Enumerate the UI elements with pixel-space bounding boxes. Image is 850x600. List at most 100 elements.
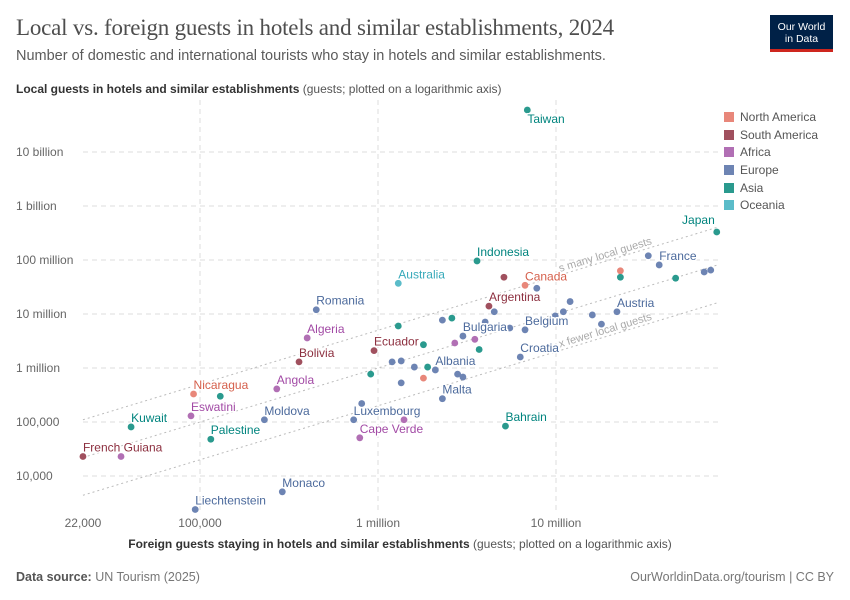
- legend-swatch: [724, 182, 734, 193]
- chart-subtitle: Number of domestic and international tou…: [16, 48, 606, 64]
- data-point: [448, 314, 456, 322]
- legend-item[interactable]: Europe: [724, 161, 818, 179]
- data-point: [707, 266, 715, 274]
- point-label: Australia: [398, 267, 445, 281]
- y-tick-label: 1 billion: [16, 199, 57, 213]
- y-axis-title: Local guests in hotels and similar estab…: [16, 82, 502, 96]
- data-point: [521, 326, 529, 334]
- data-point: [485, 302, 493, 310]
- data-point: [117, 453, 125, 460]
- data-point: [523, 106, 531, 114]
- y-tick-label: 100 million: [16, 253, 73, 267]
- data-point: [551, 312, 559, 320]
- legend-label: Oceania: [740, 198, 785, 213]
- point-label: Austria: [617, 296, 655, 310]
- point-label: Belgium: [525, 314, 568, 328]
- data-point: [451, 339, 459, 347]
- y-tick-label: 1 million: [16, 361, 60, 375]
- data-point: [278, 488, 286, 496]
- legend-label: North America: [740, 109, 817, 124]
- point-label: Bulgaria: [463, 320, 507, 334]
- x-axis-title: Foreign guests staying in hotels and sim…: [0, 537, 800, 551]
- reference-line-label: s many local guests: [557, 235, 653, 275]
- data-point: [454, 370, 461, 378]
- point-label: Croatia: [520, 341, 559, 355]
- data-point: [559, 308, 567, 316]
- data-point: [356, 434, 364, 442]
- data-point: [397, 379, 405, 387]
- data-point: [644, 252, 652, 260]
- owid-logo[interactable]: Our World in Data: [770, 15, 833, 52]
- source-label: Data source:: [16, 570, 92, 584]
- point-label: Kuwait: [131, 411, 168, 425]
- legend-item[interactable]: Asia: [724, 179, 818, 197]
- data-point: [303, 334, 311, 342]
- data-point: [613, 308, 621, 316]
- y-axis-note: (guests; plotted on a logarithmic axis): [302, 82, 502, 96]
- data-point: [506, 324, 514, 332]
- x-tick-label: 1 million: [356, 516, 400, 530]
- y-tick-label: 10 million: [16, 307, 67, 321]
- point-label: French Guiana: [83, 440, 163, 454]
- data-point: [431, 366, 439, 374]
- data-point: [588, 311, 596, 319]
- data-point: [216, 392, 224, 400]
- data-point: [566, 298, 574, 305]
- point-label: Japan: [682, 213, 715, 227]
- point-label: Taiwan: [527, 112, 564, 126]
- data-point: [459, 373, 467, 381]
- chart-title: Local vs. foreign guests in hotels and s…: [16, 15, 614, 40]
- data-point: [370, 347, 378, 355]
- legend-swatch: [724, 164, 734, 175]
- x-tick-label: 10 million: [531, 516, 582, 530]
- legend-item[interactable]: North America: [724, 108, 818, 126]
- source-value[interactable]: UN Tourism (2025): [95, 570, 200, 584]
- data-point: [490, 308, 498, 316]
- legend-item[interactable]: Africa: [724, 143, 818, 161]
- point-label: Romania: [316, 294, 364, 308]
- point-label: Moldova: [264, 404, 310, 418]
- point-label: Angola: [277, 373, 315, 387]
- legend-swatch: [724, 129, 734, 140]
- point-label: Indonesia: [477, 245, 529, 259]
- point-label: Cape Verde: [360, 422, 424, 436]
- data-point: [207, 435, 215, 443]
- point-label: Eswatini: [191, 400, 236, 414]
- data-point: [655, 261, 663, 269]
- legend: North America South America Africa Europe As…: [724, 108, 818, 214]
- legend-swatch: [724, 111, 734, 122]
- data-point: [260, 416, 268, 424]
- data-point: [500, 273, 508, 281]
- y-axis-label: Local guests in hotels and similar estab…: [16, 82, 300, 96]
- data-point: [400, 416, 408, 424]
- data-point: [273, 385, 281, 393]
- point-label: Liechtenstein: [195, 493, 266, 507]
- data-point: [471, 335, 479, 343]
- data-point: [475, 346, 483, 353]
- data-point: [394, 279, 402, 287]
- legend-label: Africa: [740, 145, 771, 160]
- data-point: [367, 370, 375, 378]
- legend-item[interactable]: Oceania: [724, 196, 818, 214]
- legend-item[interactable]: South America: [724, 126, 818, 144]
- data-point: [394, 322, 402, 330]
- credit-link[interactable]: OurWorldinData.org/tourism | CC BY: [630, 570, 834, 584]
- data-point: [312, 306, 320, 314]
- x-axis-note: (guests; plotted on a logarithmic axis): [473, 537, 672, 551]
- point-label: Monaco: [282, 476, 325, 490]
- point-label: Palestine: [211, 423, 261, 437]
- data-point: [502, 422, 509, 430]
- point-label: Algeria: [307, 322, 345, 336]
- point-label: Luxembourg: [354, 404, 421, 418]
- point-label: Albania: [435, 354, 475, 368]
- legend-swatch: [724, 200, 734, 211]
- data-point: [616, 267, 624, 275]
- data-point: [295, 358, 303, 366]
- data-point: [190, 390, 197, 398]
- data-point: [473, 257, 481, 265]
- data-point: [358, 400, 366, 407]
- data-point: [79, 453, 87, 460]
- data-point: [533, 284, 541, 292]
- point-label: Bahrain: [505, 410, 546, 424]
